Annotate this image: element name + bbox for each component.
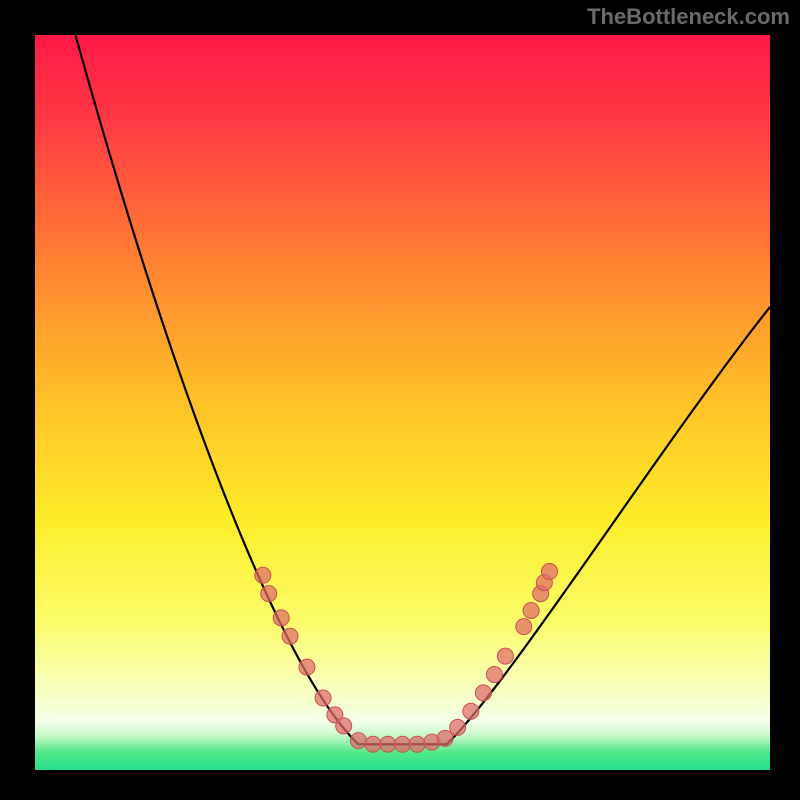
data-point: [395, 736, 411, 752]
chart-container: TheBottleneck.com: [0, 0, 800, 800]
data-point: [336, 718, 352, 734]
data-point: [380, 736, 396, 752]
data-point: [463, 703, 479, 719]
data-point: [409, 736, 425, 752]
data-point: [315, 690, 331, 706]
data-point: [261, 586, 277, 602]
gradient-background: [35, 35, 770, 770]
data-point: [523, 603, 539, 619]
data-point: [365, 736, 381, 752]
data-point: [299, 659, 315, 675]
plot-area: [35, 35, 770, 770]
chart-svg: [35, 35, 770, 770]
data-point: [350, 733, 366, 749]
data-point: [450, 719, 466, 735]
watermark-text: TheBottleneck.com: [587, 4, 790, 30]
data-point: [475, 685, 491, 701]
data-point: [542, 564, 558, 580]
data-point: [273, 610, 289, 626]
data-point: [255, 567, 271, 583]
data-point: [516, 619, 532, 635]
data-point: [497, 648, 513, 664]
data-point: [486, 666, 502, 682]
data-point: [437, 730, 453, 746]
data-point: [282, 628, 298, 644]
